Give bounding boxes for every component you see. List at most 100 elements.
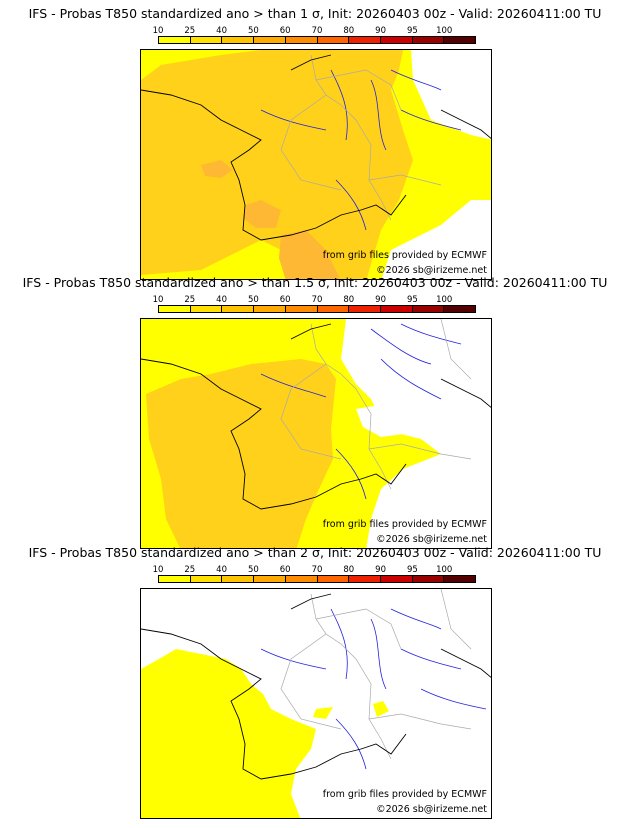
colorbar-label: 40 [216, 295, 228, 305]
map-graphic [141, 319, 491, 548]
colorbar-label: 25 [184, 295, 196, 305]
colorbar-label: 95 [406, 565, 418, 575]
colorbar-swatch [190, 576, 223, 582]
map-panel-1: IFS - Probas T850 standardized ano > tha… [0, 6, 630, 280]
colorbar-swatch [317, 37, 350, 43]
probability-area-yellow [313, 707, 333, 719]
map-graphic [141, 589, 491, 818]
colorbar-swatch [380, 306, 413, 312]
colorbar-label: 50 [247, 565, 259, 575]
colorbar-swatches [158, 575, 476, 583]
map-graphic [141, 50, 491, 279]
rivers [260, 323, 462, 500]
colorbar-swatch [159, 576, 191, 582]
colorbar-label: 95 [406, 26, 418, 36]
colorbar-label: 60 [279, 565, 291, 575]
colorbar-swatch [349, 576, 381, 582]
colorbar-labels: 10 25 40 50 60 70 80 90 95 100 [153, 295, 476, 305]
probability-map: from grib files provided by ECMWF ©2026 … [140, 49, 492, 280]
colorbar-label: 80 [343, 295, 355, 305]
coastline [141, 54, 491, 241]
colorbar-label: 25 [184, 565, 196, 575]
probability-area-orange [201, 160, 233, 178]
colorbar-swatch [444, 576, 476, 582]
colorbar-label: 90 [375, 26, 387, 36]
colorbar-swatch [159, 37, 191, 43]
colorbar-label: 10 [152, 565, 164, 575]
probability-area-yellow [373, 701, 389, 717]
colorbar-swatch [444, 37, 476, 43]
colorbar-swatch [412, 37, 445, 43]
colorbar-label: 10 [152, 295, 164, 305]
copyright: ©2026 sb@irizeme.net [376, 265, 487, 276]
colorbar-label: 70 [311, 26, 323, 36]
colorbar-label: 70 [311, 295, 323, 305]
source-credit: from grib files provided by ECMWF [322, 250, 487, 261]
probability-area-orange [279, 230, 341, 279]
colorbar-label: 50 [247, 26, 259, 36]
colorbar-label: 80 [343, 26, 355, 36]
coastline [141, 323, 491, 510]
borders [280, 54, 442, 221]
colorbar-swatch [254, 576, 286, 582]
colorbar-label: 25 [184, 26, 196, 36]
colorbar-swatch [254, 37, 286, 43]
colorbar-swatch [349, 306, 381, 312]
colorbar-label: 40 [216, 26, 228, 36]
source-credit: from grib files provided by ECMWF [322, 519, 487, 530]
panel-title: IFS - Probas T850 standardized ano > tha… [28, 545, 602, 560]
panel-title: IFS - Probas T850 standardized ano > tha… [22, 275, 608, 290]
colorbar-swatch [190, 306, 223, 312]
colorbar-swatch [285, 576, 318, 582]
colorbar-label: 90 [375, 295, 387, 305]
copyright: ©2026 sb@irizeme.net [376, 534, 487, 545]
colorbar: 10 25 40 50 60 70 80 90 95 100 [153, 26, 476, 45]
borders [280, 589, 472, 760]
colorbar-swatch [190, 37, 223, 43]
colorbar-label: 80 [343, 565, 355, 575]
colorbar-swatches [158, 305, 476, 313]
colorbar-swatch [222, 576, 255, 582]
colorbar-swatch [317, 306, 350, 312]
colorbar-swatch [222, 37, 255, 43]
map-panel-2: IFS - Probas T850 standardized ano > tha… [0, 275, 630, 549]
rivers [260, 69, 462, 231]
source-credit: from grib files provided by ECMWF [322, 789, 487, 800]
colorbar-label: 100 [436, 26, 453, 36]
copyright: ©2026 sb@irizeme.net [376, 804, 487, 815]
colorbar-swatch [380, 37, 413, 43]
colorbar-swatch [412, 306, 445, 312]
probability-map: from grib files provided by ECMWF ©2026 … [140, 588, 492, 819]
colorbar-label: 50 [247, 295, 259, 305]
panel-title: IFS - Probas T850 standardized ano > tha… [28, 6, 602, 21]
colorbar-swatch [317, 576, 350, 582]
colorbar-swatch [159, 306, 191, 312]
colorbar-swatch [285, 306, 318, 312]
colorbar: 10 25 40 50 60 70 80 90 95 100 [153, 295, 476, 314]
colorbar-label: 70 [311, 565, 323, 575]
colorbar-label: 60 [279, 26, 291, 36]
colorbar-swatch [380, 576, 413, 582]
probability-area-orange [243, 200, 281, 228]
colorbar-label: 40 [216, 565, 228, 575]
colorbar-swatch [285, 37, 318, 43]
borders [280, 319, 472, 490]
colorbar-swatch [349, 37, 381, 43]
colorbar-swatches [158, 36, 476, 44]
colorbar-label: 60 [279, 295, 291, 305]
probability-area-yellow [141, 649, 316, 818]
colorbar-label: 90 [375, 565, 387, 575]
colorbar-label: 100 [436, 295, 453, 305]
colorbar-swatch [444, 306, 476, 312]
colorbar-labels: 10 25 40 50 60 70 80 90 95 100 [153, 26, 476, 36]
probability-area-light-orange [146, 359, 336, 548]
colorbar-label: 10 [152, 26, 164, 36]
colorbar: 10 25 40 50 60 70 80 90 95 100 [153, 565, 476, 584]
rivers [260, 608, 487, 770]
colorbar-swatch [254, 306, 286, 312]
colorbar-swatch [222, 306, 255, 312]
coastline [141, 593, 491, 780]
colorbar-label: 95 [406, 295, 418, 305]
probability-area-light-orange [141, 50, 413, 279]
colorbar-swatch [412, 576, 445, 582]
